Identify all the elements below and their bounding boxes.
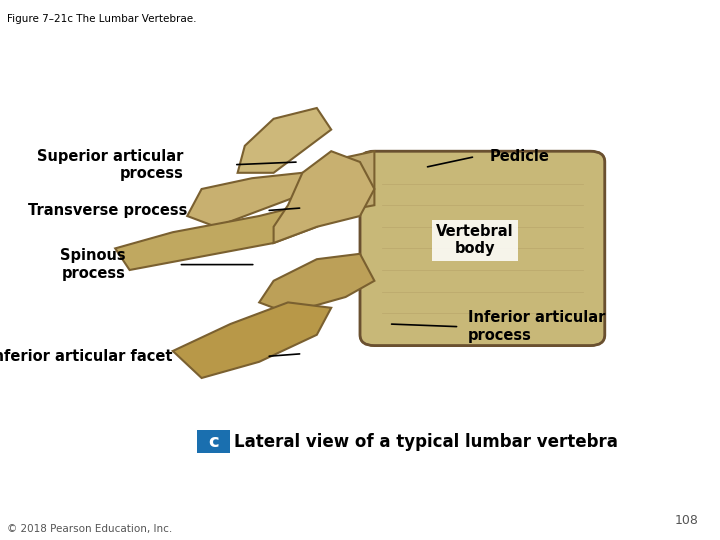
FancyBboxPatch shape [360,151,605,346]
Text: Spinous
process: Spinous process [60,248,126,281]
Text: Superior articular
process: Superior articular process [37,148,184,181]
Text: Inferior articular facet: Inferior articular facet [0,349,173,364]
Text: © 2018 Pearson Education, Inc.: © 2018 Pearson Education, Inc. [7,523,173,534]
FancyBboxPatch shape [197,430,230,453]
Polygon shape [173,302,331,378]
Text: Lateral view of a typical lumbar vertebra: Lateral view of a typical lumbar vertebr… [234,433,618,451]
Text: Pedicle: Pedicle [490,149,549,164]
Text: Inferior articular
process: Inferior articular process [468,310,606,343]
Text: 108: 108 [675,514,698,526]
Polygon shape [238,108,331,173]
Polygon shape [115,205,317,270]
Text: c: c [208,433,218,451]
Text: Transverse process: Transverse process [28,203,187,218]
Polygon shape [259,254,374,313]
Polygon shape [187,173,317,227]
Text: Vertebral
body: Vertebral body [436,224,514,256]
Polygon shape [274,151,374,243]
Text: Figure 7–21c The Lumbar Vertebrae.: Figure 7–21c The Lumbar Vertebrae. [7,14,197,24]
Polygon shape [302,151,374,216]
